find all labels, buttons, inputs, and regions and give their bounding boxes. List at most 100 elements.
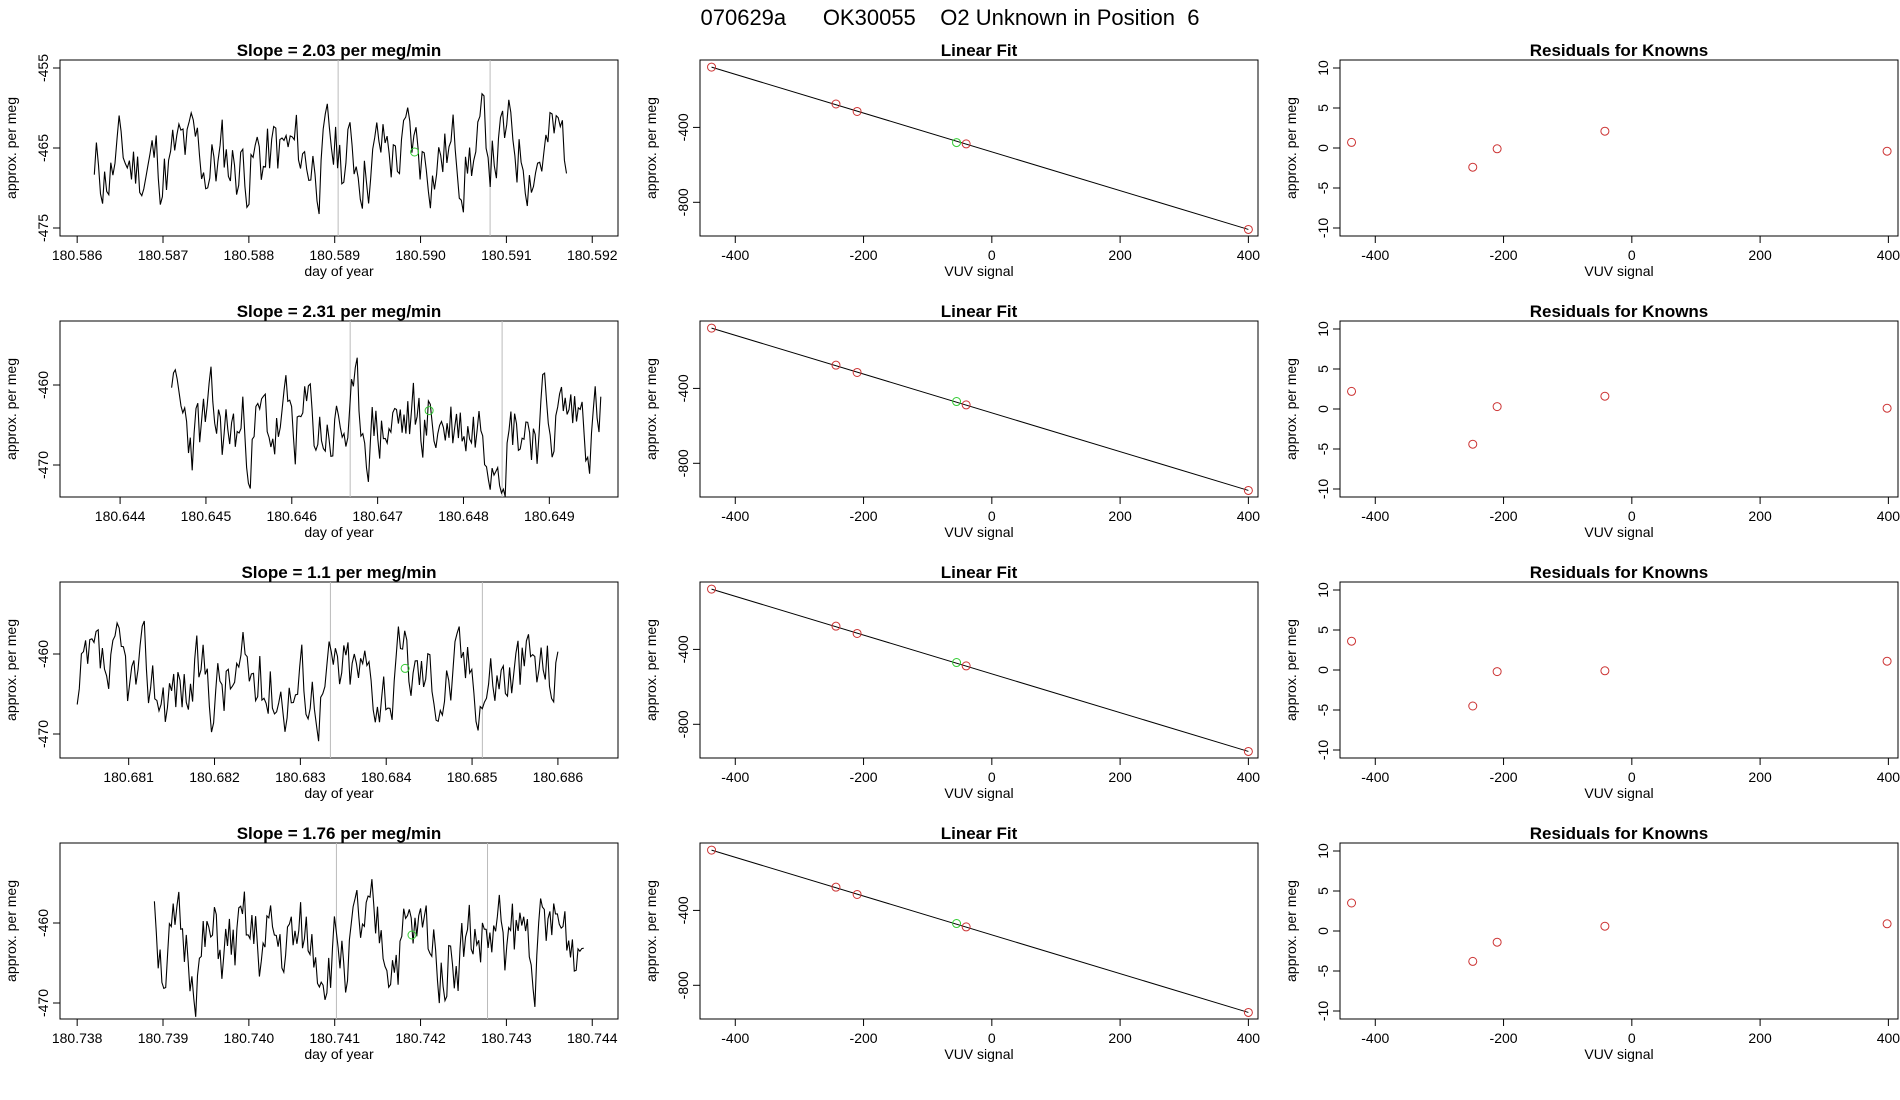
plot-area [707,845,1253,1017]
data-point [1882,403,1892,413]
data-point [1243,746,1253,756]
data-point [831,360,841,370]
data-point [1492,667,1502,677]
panel-title: Residuals for Knowns [1530,302,1709,321]
plot-area [1347,126,1892,172]
y-tick-label: -455 [35,54,51,82]
y-tick-label: -5 [1315,965,1331,978]
data-point [961,400,971,410]
data-point [1243,224,1253,234]
panel-title: Slope = 1.1 per meg/min [241,563,436,582]
x-tick-label: 180.589 [309,247,360,263]
y-tick-label: -460 [35,640,51,668]
x-axis-label: day of year [304,263,374,279]
chart-panel: Slope = 2.31 per meg/min 180.644 180.645 18… [3,302,619,540]
y-tick-label: -400 [675,896,691,924]
x-tick-label: 0 [1628,1030,1636,1046]
x-tick-label: -200 [850,508,878,524]
x-tick-label: 180.646 [266,508,317,524]
x-tick-label: -400 [721,508,749,524]
data-point [1882,919,1892,929]
plot-frame [59,581,619,759]
x-tick-label: 400 [1877,508,1900,524]
x-tick-label: 180.592 [567,247,618,263]
x-axis-label: day of year [304,785,374,801]
chart-panel: Linear Fit -400 -200 0 200 400 -800 -400 VUV sig… [643,41,1260,279]
x-tick-label: 200 [1108,508,1132,524]
time-series-line [76,620,559,742]
y-tick-label: -10 [1315,740,1331,760]
data-point [1347,137,1357,147]
data-point [1492,144,1502,154]
x-tick-label: 180.586 [52,247,103,263]
fit-line [711,327,1249,491]
plot-frame [59,842,619,1020]
data-point [1492,937,1502,947]
data-point [831,882,841,892]
x-axis-label: VUV signal [1584,263,1653,279]
x-tick-label: 180.685 [447,769,498,785]
x-tick-label: 180.743 [481,1030,532,1046]
x-tick-label: 180.740 [224,1030,275,1046]
x-tick-label: 400 [1877,769,1900,785]
x-tick-label: 180.647 [352,508,403,524]
unknown-point [952,658,962,668]
y-tick-label: 10 [1315,60,1331,76]
y-axis-label: approx. per meg [3,880,19,982]
data-point [1468,956,1478,966]
plot-frame [59,320,619,498]
y-axis-label: approx. per meg [1283,97,1299,199]
panel-title: Linear Fit [941,824,1018,843]
x-tick-label: -200 [1490,769,1518,785]
x-tick-label: 0 [1628,769,1636,785]
x-tick-label: 200 [1748,1030,1772,1046]
chart-panel: Residuals for Knowns -400 -200 0 200 400 -10 -5… [1283,41,1900,279]
fit-line [711,66,1249,230]
x-axis-label: day of year [304,524,374,540]
plot-area [707,323,1253,495]
y-axis-label: approx. per meg [643,358,659,460]
data-point [961,661,971,671]
plot-frame [699,320,1259,498]
unknown-point [410,147,420,157]
data-point [1243,485,1253,495]
x-tick-label: -200 [1490,247,1518,263]
y-tick-label: -465 [35,134,51,162]
panel-title: Slope = 2.03 per meg/min [237,41,442,60]
data-point [1882,146,1892,156]
y-tick-label: -470 [35,451,51,479]
y-tick-label: -400 [675,113,691,141]
x-tick-label: 180.644 [95,508,146,524]
x-tick-label: 0 [1628,508,1636,524]
x-axis-label: VUV signal [1584,785,1653,801]
x-tick-label: 0 [988,769,996,785]
x-tick-label: 180.739 [138,1030,189,1046]
y-tick-label: -400 [675,374,691,402]
y-axis-label: approx. per meg [643,97,659,199]
data-point [852,367,862,377]
data-point [831,621,841,631]
data-point [852,106,862,116]
data-point [1600,666,1610,676]
y-tick-label: -10 [1315,1001,1331,1021]
chart-panel: Slope = 1.76 per meg/min 180.738 180.739 18… [3,824,619,1062]
plot-frame [1339,59,1899,237]
plot-frame [699,581,1259,759]
chart-panel: Linear Fit -400 -200 0 200 400 -800 -400 VUV sig… [643,563,1260,801]
plot-area [707,584,1253,756]
fit-line [711,588,1249,752]
x-axis-label: VUV signal [1584,1046,1653,1062]
x-tick-label: -200 [1490,508,1518,524]
x-tick-label: -400 [1361,769,1389,785]
panel-title: Residuals for Knowns [1530,41,1709,60]
chart-panel: Residuals for Knowns -400 -200 0 200 400 -10 -5… [1283,302,1900,540]
time-series-line [171,357,602,497]
unknown-point [424,406,434,416]
x-tick-label: 0 [988,508,996,524]
x-tick-label: 400 [1237,247,1261,263]
y-tick-label: 5 [1315,365,1331,373]
x-axis-label: VUV signal [944,263,1013,279]
x-tick-label: 200 [1108,1030,1132,1046]
data-point [1347,636,1357,646]
plot-area [1347,386,1892,449]
